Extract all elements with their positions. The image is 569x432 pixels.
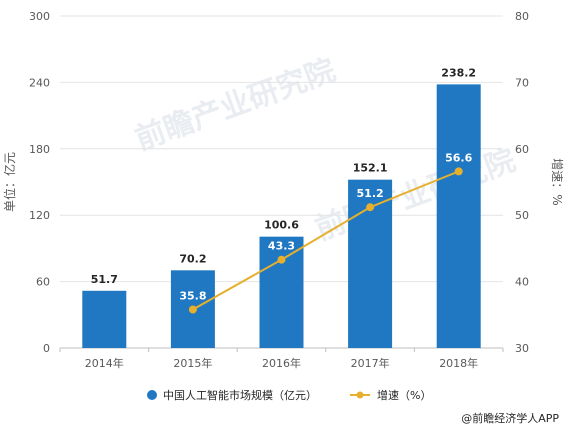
x-tick-label: 2018年 bbox=[439, 356, 478, 370]
y2-tick-label: 40 bbox=[515, 276, 529, 289]
left-axis-ticks: 0 60 120 180 240 300 bbox=[29, 10, 50, 355]
line-value-label: 43.3 bbox=[268, 240, 295, 253]
bar-value-label: 152.1 bbox=[353, 162, 388, 175]
line-point bbox=[454, 167, 463, 176]
y2-tick-label: 70 bbox=[515, 76, 529, 89]
line-point bbox=[188, 305, 197, 314]
source-credit: @前瞻经济学人APP bbox=[461, 412, 559, 425]
legend-line-label: 增速（%） bbox=[377, 388, 431, 402]
line-point bbox=[277, 255, 286, 264]
x-tick-label: 2015年 bbox=[173, 356, 212, 370]
line-data-labels: 35.8 43.3 51.2 56.6 bbox=[179, 151, 472, 302]
y-tick-label: 120 bbox=[29, 209, 50, 222]
bar bbox=[436, 84, 481, 348]
y-tick-label: 60 bbox=[36, 276, 50, 289]
bar-data-labels: 51.7 70.2 100.6 152.1 238.2 bbox=[91, 66, 476, 285]
y-tick-label: 240 bbox=[29, 76, 50, 89]
y-axis-title: 单位：亿元 bbox=[2, 152, 17, 212]
watermark-text: 前瞻产业研究院 bbox=[131, 53, 340, 158]
x-tick-label: 2014年 bbox=[85, 356, 124, 370]
right-axis-ticks: 30 40 50 60 70 80 bbox=[515, 10, 529, 355]
y2-tick-label: 80 bbox=[515, 10, 529, 23]
y2-axis-title: 增速：% bbox=[550, 158, 564, 205]
bar-value-label: 238.2 bbox=[441, 66, 476, 79]
line-value-label: 35.8 bbox=[179, 289, 206, 302]
bar-value-label: 51.7 bbox=[91, 273, 118, 286]
bar bbox=[259, 236, 304, 348]
y-tick-label: 300 bbox=[29, 10, 50, 23]
line-point bbox=[366, 203, 375, 212]
line-value-label: 51.2 bbox=[357, 187, 384, 200]
bar-value-label: 100.6 bbox=[264, 219, 299, 232]
x-tick-label: 2016年 bbox=[262, 356, 301, 370]
y2-tick-label: 60 bbox=[515, 143, 529, 156]
legend-bar-label: 中国人工智能市场规模（亿元） bbox=[163, 388, 317, 402]
x-axis-ticks: 2014年 2015年 2016年 2017年 2018年 bbox=[59, 348, 504, 370]
growth-line bbox=[192, 170, 460, 311]
bar bbox=[82, 290, 127, 348]
y2-tick-label: 30 bbox=[515, 342, 529, 355]
y2-tick-label: 50 bbox=[515, 209, 529, 222]
line-series bbox=[188, 167, 463, 314]
line-value-label: 56.6 bbox=[445, 151, 472, 164]
bar-series bbox=[82, 84, 481, 348]
x-tick-label: 2017年 bbox=[351, 356, 390, 370]
legend-line-marker bbox=[356, 391, 364, 399]
watermark-text: 前瞻产业研究院 bbox=[311, 143, 520, 248]
legend: 中国人工智能市场规模（亿元） 增速（%） bbox=[147, 388, 431, 402]
y-tick-label: 180 bbox=[29, 143, 50, 156]
legend-bar-swatch bbox=[147, 390, 157, 400]
bar-value-label: 70.2 bbox=[179, 252, 206, 265]
y-tick-label: 0 bbox=[43, 342, 50, 355]
